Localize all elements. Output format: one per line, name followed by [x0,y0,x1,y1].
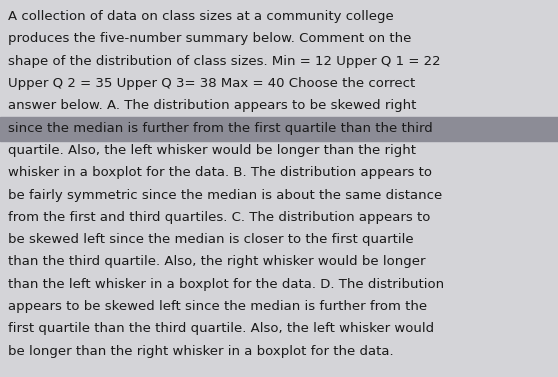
Text: be longer than the right whisker in a boxplot for the data.: be longer than the right whisker in a bo… [8,345,393,358]
Text: produces the five-number summary below. Comment on the: produces the five-number summary below. … [8,32,411,45]
Text: be skewed left since the median is closer to the first quartile: be skewed left since the median is close… [8,233,413,246]
Bar [0,117,558,141]
Text: first quartile than the third quartile. Also, the left whisker would: first quartile than the third quartile. … [8,322,434,336]
Text: from the first and third quartiles. C. The distribution appears to: from the first and third quartiles. C. T… [8,211,430,224]
Text: than the third quartile. Also, the right whisker would be longer: than the third quartile. Also, the right… [8,256,426,268]
Text: since the median is further from the first quartile than the third: since the median is further from the fir… [8,121,433,135]
Text: quartile. Also, the left whisker would be longer than the right: quartile. Also, the left whisker would b… [8,144,416,157]
Text: Upper Q 2 = 35 Upper Q 3= 38 Max = 40 Choose the correct: Upper Q 2 = 35 Upper Q 3= 38 Max = 40 Ch… [8,77,415,90]
Text: appears to be skewed left since the median is further from the: appears to be skewed left since the medi… [8,300,427,313]
Text: A collection of data on class sizes at a community college: A collection of data on class sizes at a… [8,10,394,23]
Text: than the left whisker in a boxplot for the data. D. The distribution: than the left whisker in a boxplot for t… [8,278,444,291]
Text: be fairly symmetric since the median is about the same distance: be fairly symmetric since the median is … [8,188,442,201]
Text: answer below. A. The distribution appears to be skewed right: answer below. A. The distribution appear… [8,99,416,112]
Text: shape of the distribution of class sizes. Min = 12 Upper Q 1 = 22: shape of the distribution of class sizes… [8,55,441,67]
Text: whisker in a boxplot for the data. B. The distribution appears to: whisker in a boxplot for the data. B. Th… [8,166,432,179]
